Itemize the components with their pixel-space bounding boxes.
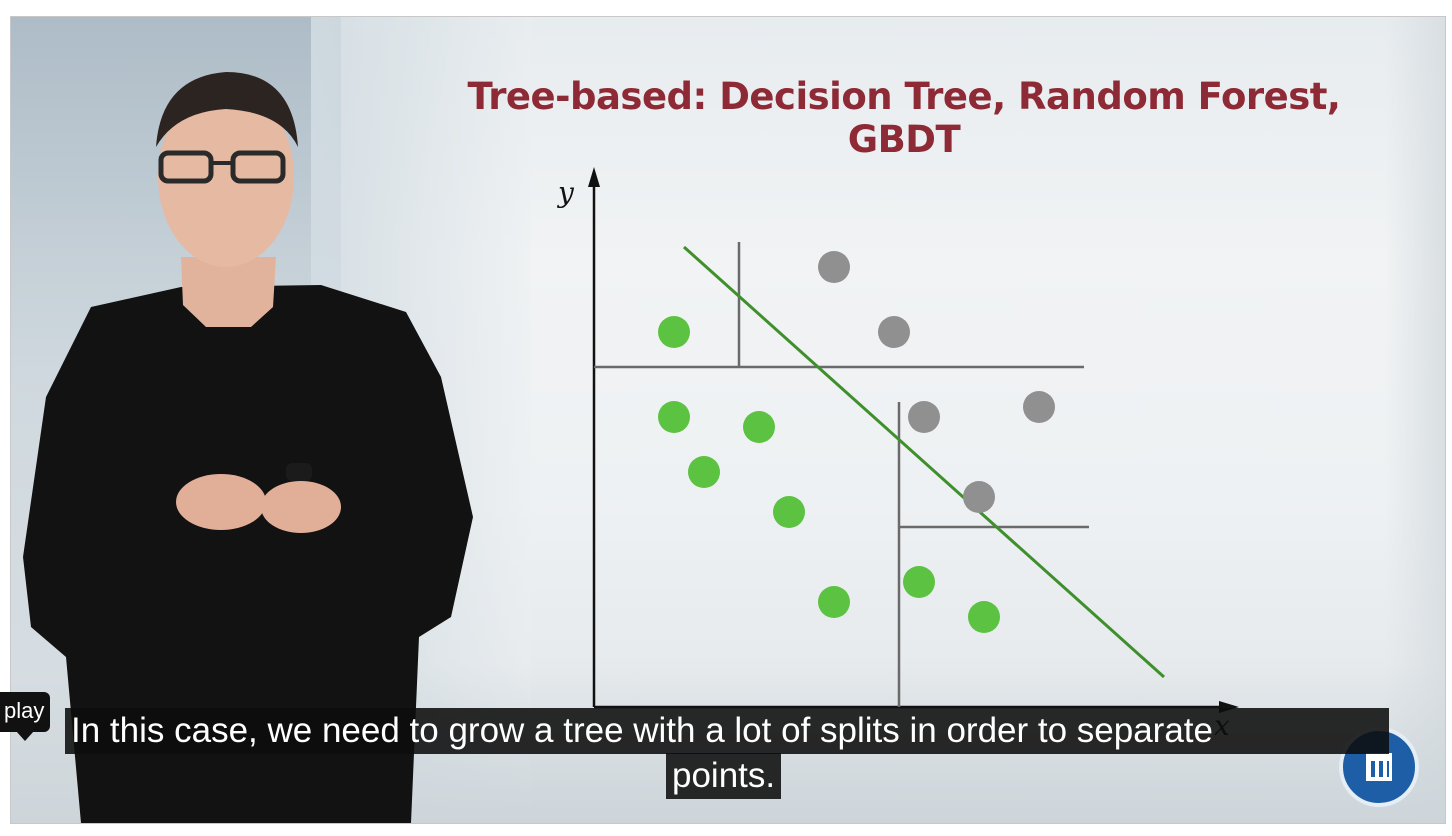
presenter-glasses [158, 150, 214, 184]
subtitle-line-2: points. [666, 753, 782, 799]
presenter-shirt [23, 285, 473, 823]
green-point [903, 566, 935, 598]
video-player[interactable]: Tree-based: Decision Tree, Random Forest… [10, 16, 1446, 824]
play-tooltip: play [0, 692, 51, 741]
decision-tree-chart: yx [556, 167, 1239, 742]
subtitle-line-1: In this case, we need to grow a tree wit… [65, 708, 1389, 754]
y-axis-label: y [556, 176, 575, 209]
presenter-clicker [286, 463, 312, 481]
presenter-hand-left [176, 474, 266, 530]
presenter-hand-right [261, 481, 341, 533]
green-point [968, 601, 1000, 633]
gray-point [1023, 391, 1055, 423]
gray-point [963, 481, 995, 513]
gray-point [878, 316, 910, 348]
presenter-face [158, 87, 294, 267]
green-point [658, 316, 690, 348]
presenter-hair [156, 72, 298, 147]
diagonal-boundary [682, 245, 1166, 679]
green-point [743, 411, 775, 443]
y-axis-arrow [588, 167, 600, 187]
green-point [818, 586, 850, 618]
presenter-figure [23, 72, 473, 823]
green-point [658, 401, 690, 433]
gray-point [908, 401, 940, 433]
slide-title: Tree-based: Decision Tree, Random Forest… [467, 75, 1341, 161]
green-point [688, 456, 720, 488]
presenter-neck [181, 257, 276, 327]
green-point [773, 496, 805, 528]
gray-point [818, 251, 850, 283]
